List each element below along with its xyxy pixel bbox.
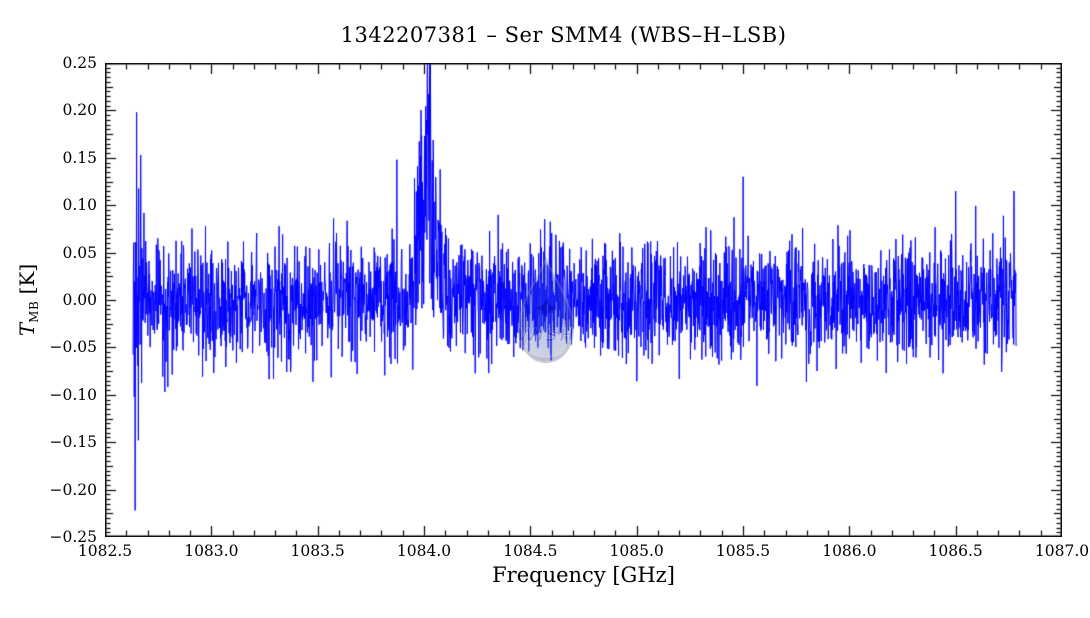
x-tick-label: 1085.5 — [715, 542, 771, 560]
x-tick-label: 1087.0 — [1034, 542, 1090, 560]
x-tick-label: 1084.5 — [503, 542, 558, 560]
x-tick-label: 1086.0 — [822, 542, 877, 560]
x-tick-label: 1082.5 — [77, 542, 133, 560]
y-tick-label: 0.00 — [62, 291, 97, 309]
x-tick-label: 1083.5 — [290, 542, 345, 560]
ylabel-symbol: T — [15, 322, 39, 337]
x-tick-label: 1083.0 — [184, 542, 239, 560]
x-tick-label: 1084.0 — [396, 542, 452, 560]
x-tick-label: 1085.0 — [609, 542, 664, 560]
y-tick-label: −0.25 — [49, 528, 98, 546]
y-tick-label: 0.20 — [62, 101, 97, 120]
y-tick-label: 0.15 — [62, 148, 97, 167]
spectrum-canvas — [105, 63, 1062, 537]
y-tick-label: 0.05 — [62, 243, 97, 262]
x-axis-label: Frequency [GHz] — [492, 563, 675, 587]
y-tick-label: −0.10 — [49, 385, 98, 404]
y-tick-label: 0.10 — [62, 196, 97, 215]
y-tick-label: −0.05 — [49, 338, 98, 357]
x-tick-label: 1086.5 — [928, 542, 983, 560]
y-tick-label: −0.15 — [49, 433, 98, 452]
plot-title: 1342207381 – Ser SMM4 (WBS–H–LSB) — [340, 23, 787, 47]
y-tick-label: −0.20 — [49, 480, 98, 499]
y-tick-label: 0.25 — [62, 54, 97, 72]
